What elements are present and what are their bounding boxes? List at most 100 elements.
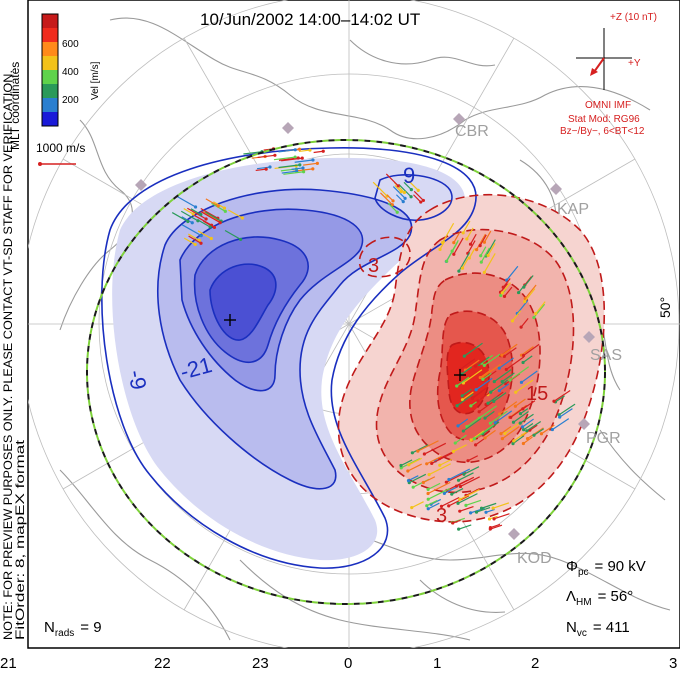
velocity-vector-origin bbox=[444, 480, 448, 484]
velocity-vector-origin bbox=[552, 399, 556, 403]
velocity-vector bbox=[278, 149, 296, 153]
velocity-vector bbox=[408, 473, 427, 484]
velocity-vector bbox=[483, 230, 492, 243]
velocity-vector bbox=[423, 476, 436, 484]
colorbar-swatch bbox=[42, 112, 58, 127]
velocity-vector bbox=[527, 427, 544, 440]
velocity-vector bbox=[187, 207, 207, 220]
velocity-vector-origin bbox=[518, 412, 523, 416]
velocity-vector bbox=[513, 430, 529, 442]
velocity-vector bbox=[485, 239, 496, 257]
velocity-vector-origin bbox=[483, 436, 487, 440]
velocity-vector-origin bbox=[519, 380, 524, 384]
velocity-vector-origin bbox=[474, 443, 478, 447]
velocity-vector bbox=[472, 390, 483, 399]
velocity-vector-origin bbox=[416, 188, 420, 192]
velocity-vector bbox=[478, 401, 493, 413]
colorbar-swatch bbox=[42, 98, 58, 113]
station-diamond-pgr bbox=[578, 418, 590, 430]
velocity-vector bbox=[533, 303, 546, 318]
velocity-vector-origin bbox=[532, 315, 536, 320]
velocity-vector bbox=[487, 395, 498, 404]
velocity-vector bbox=[475, 377, 493, 391]
velocity-vector-origin bbox=[204, 217, 208, 221]
velocity-vector-origin bbox=[518, 421, 522, 425]
velocity-vector bbox=[473, 424, 494, 440]
velocity-vector bbox=[452, 517, 465, 524]
velocity-vector-origin bbox=[486, 401, 490, 405]
velocity-vector-origin bbox=[462, 354, 466, 358]
velocity-vector-origin bbox=[461, 231, 465, 235]
velocity-vector-origin bbox=[487, 517, 492, 521]
velocity-vector-origin bbox=[501, 285, 505, 289]
velocity-vector-origin bbox=[458, 497, 462, 502]
velocity-vector bbox=[392, 186, 406, 199]
velocity-vector-origin bbox=[427, 472, 431, 477]
velocity-vector bbox=[426, 455, 443, 465]
velocity-vector-origin bbox=[298, 163, 302, 167]
velocity-vector-origin bbox=[492, 517, 496, 521]
velocity-vector bbox=[502, 426, 520, 440]
velocity-vector-origin bbox=[499, 432, 503, 436]
velocity-vector bbox=[372, 181, 388, 197]
velocity-vector bbox=[484, 429, 496, 439]
velocity-vector-origin bbox=[521, 441, 525, 446]
velocity-vector bbox=[479, 234, 487, 246]
velocity-vector bbox=[505, 356, 525, 370]
velocity-vector-origin bbox=[456, 501, 460, 505]
velocity-vector-origin bbox=[455, 404, 459, 408]
latitude-label: 50° bbox=[657, 297, 673, 318]
mlt-label-21: 21 bbox=[0, 655, 17, 672]
velocity-vector bbox=[552, 418, 570, 431]
velocity-vector bbox=[509, 366, 530, 381]
velocity-vector bbox=[441, 496, 460, 507]
velocity-vector bbox=[228, 209, 243, 219]
velocity-vector-origin bbox=[458, 484, 463, 489]
stats-panel: Φpc = 90 kV ΛHM = 56° Nvc = 411 Nrads = 9 bbox=[44, 558, 646, 639]
velocity-vector-origin bbox=[550, 427, 554, 432]
colorbar-title: Vel [m/s] bbox=[90, 61, 101, 100]
velocity-vector-origin bbox=[511, 420, 516, 424]
velocity-vector bbox=[176, 195, 196, 208]
scale-vector: 1000 m/s bbox=[36, 141, 85, 166]
velocity-vector-origin bbox=[409, 188, 413, 192]
velocity-vector-origin bbox=[439, 504, 444, 508]
velocity-vector bbox=[387, 202, 398, 213]
velocity-vector-origin bbox=[209, 236, 213, 241]
velocity-vector bbox=[257, 154, 275, 159]
velocity-vector bbox=[458, 524, 472, 530]
velocity-vector bbox=[462, 391, 474, 401]
velocity-vector bbox=[504, 421, 522, 434]
velocity-vector-origin bbox=[196, 219, 200, 223]
velocity-vector-origin bbox=[218, 221, 222, 225]
velocity-vector-origin bbox=[504, 367, 508, 372]
velocity-vector bbox=[187, 233, 200, 241]
velocity-vector-origin bbox=[505, 278, 509, 282]
velocity-vector bbox=[255, 168, 267, 172]
velocity-vector-origin bbox=[486, 253, 490, 258]
velocity-vector bbox=[171, 212, 189, 223]
velocity-vector bbox=[448, 468, 471, 481]
contour-label-pos-3: 3 bbox=[436, 505, 447, 527]
velocity-vector bbox=[506, 265, 519, 281]
velocity-vector-origin bbox=[456, 424, 460, 428]
velocity-vector bbox=[256, 166, 271, 170]
colorbar-tick-200: 200 bbox=[62, 95, 79, 106]
preview-notice: NOTE: FOR PREVIEW PURPOSES ONLY. PLEASE … bbox=[1, 70, 15, 640]
velocity-vector-origin bbox=[509, 415, 513, 419]
velocity-vector bbox=[451, 239, 459, 252]
velocity-vector-origin bbox=[466, 459, 470, 463]
velocity-vector-origin bbox=[483, 416, 487, 420]
velocity-vector-origin bbox=[199, 241, 203, 245]
velocity-vector bbox=[411, 501, 424, 509]
velocity-vector bbox=[385, 173, 399, 187]
velocity-vector bbox=[518, 284, 526, 293]
velocity-vector bbox=[499, 401, 518, 415]
velocity-vector-origin bbox=[216, 204, 220, 208]
velocity-vector bbox=[442, 222, 455, 243]
velocity-vector-origin bbox=[510, 319, 515, 323]
velocity-vector bbox=[426, 499, 438, 507]
velocity-vector-origin bbox=[426, 487, 430, 491]
velocity-vector-origin bbox=[497, 389, 501, 393]
velocity-vector-origin bbox=[481, 377, 485, 381]
